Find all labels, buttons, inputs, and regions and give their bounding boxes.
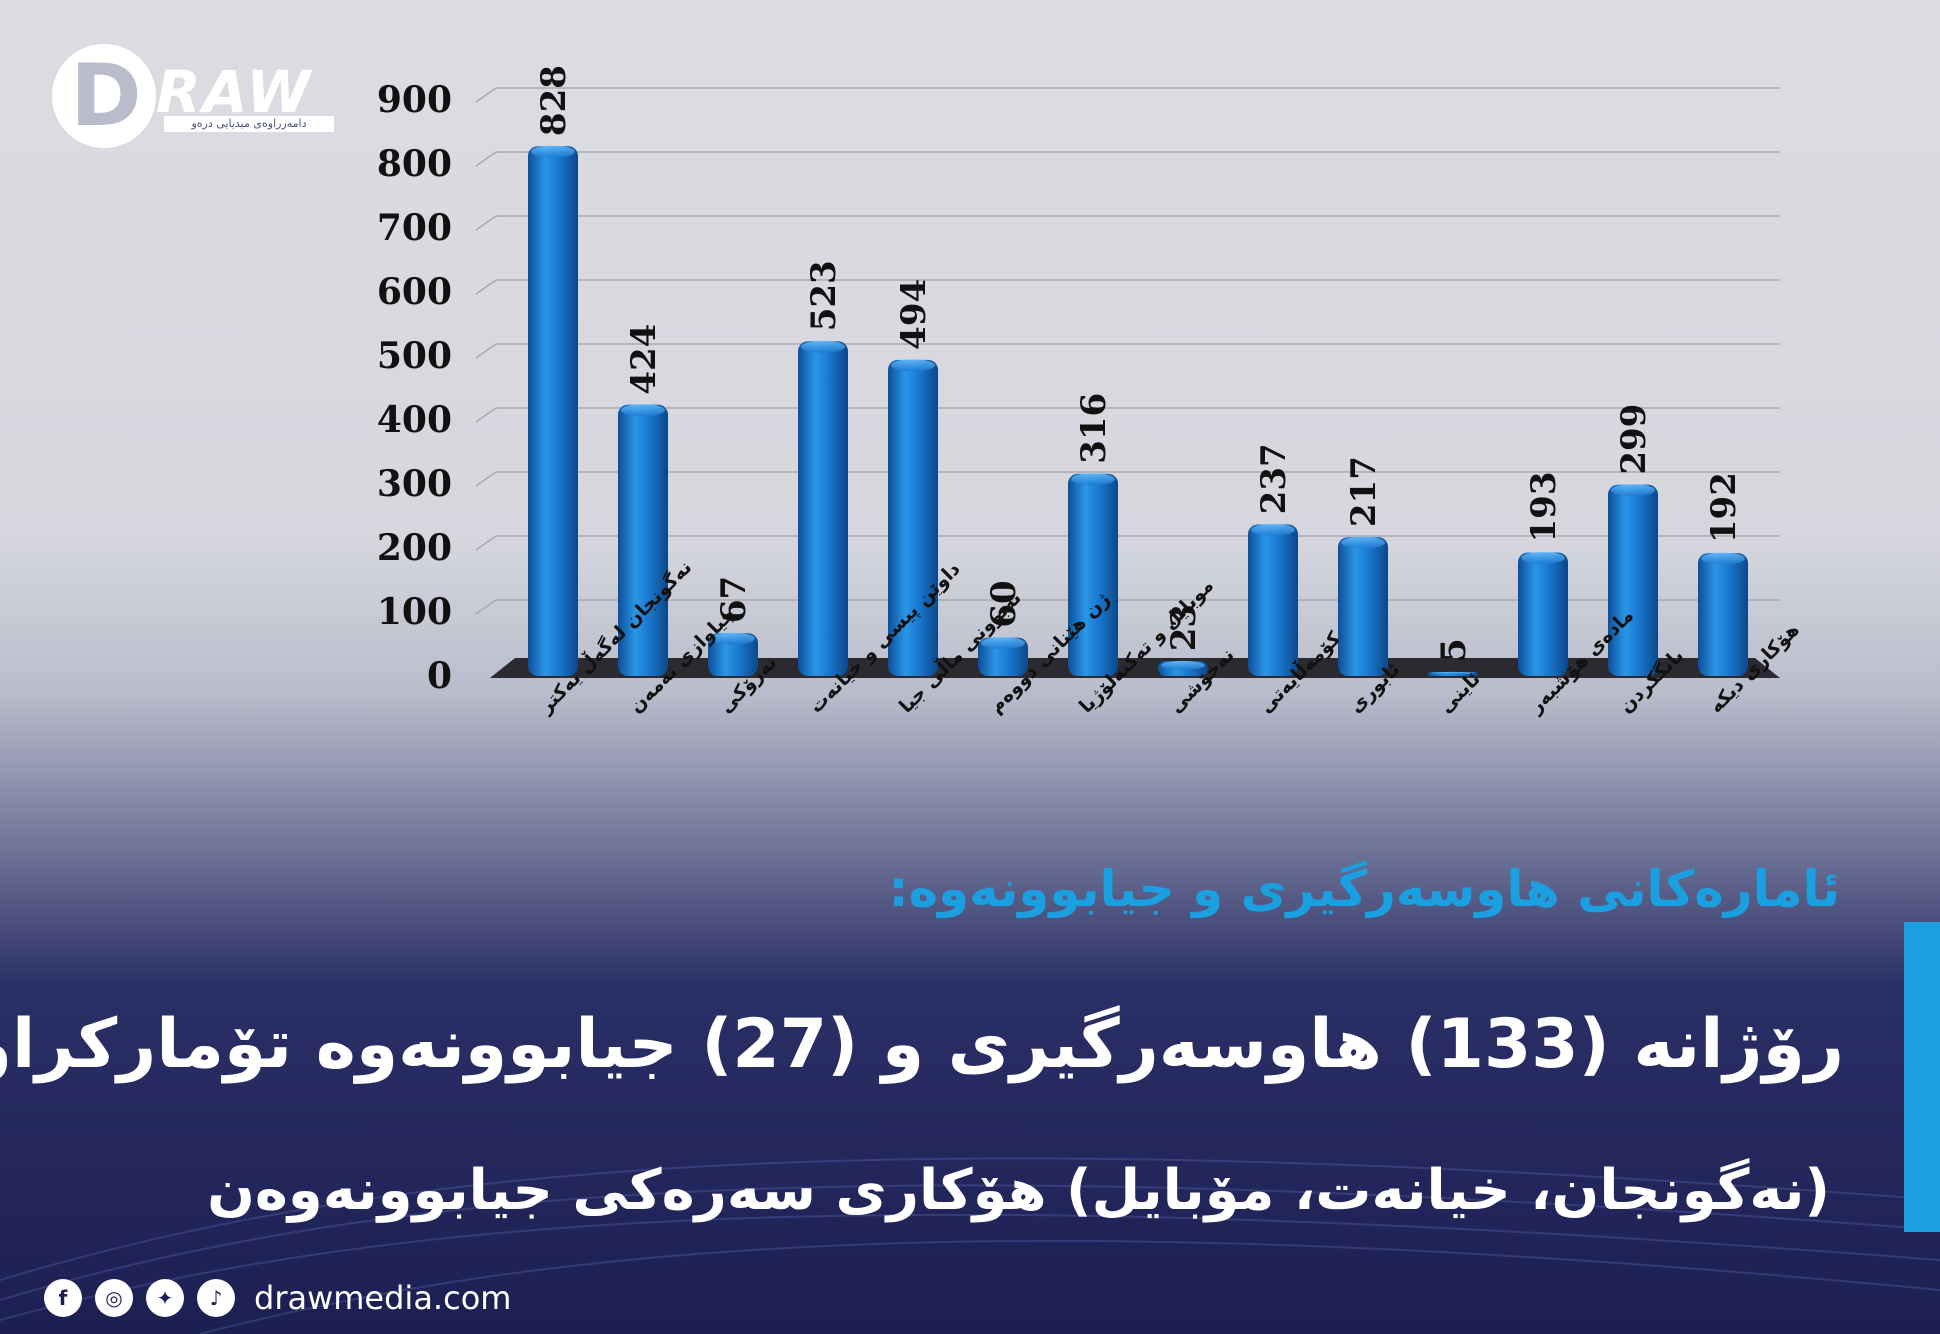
bar-highlight bbox=[981, 637, 1025, 650]
gridline-depth bbox=[475, 407, 497, 423]
chart-subtitle: ئامارەکانی هاوسەرگیری و جیابوونەوە: bbox=[888, 860, 1840, 918]
y-tick-label: 400 bbox=[377, 399, 452, 441]
data-label: 494 bbox=[894, 279, 934, 350]
data-label: 193 bbox=[1524, 471, 1564, 542]
bar-highlight bbox=[1701, 552, 1745, 565]
y-tick-label: 600 bbox=[377, 271, 452, 313]
gridline-depth bbox=[475, 215, 497, 231]
gridline-depth bbox=[475, 471, 497, 487]
bar-highlight bbox=[1521, 551, 1565, 564]
bar-highlight bbox=[711, 632, 755, 645]
wave-decoration bbox=[0, 1157, 1940, 1334]
bar bbox=[618, 404, 668, 676]
sub-headline: (نەگونجان، خیانەت، مۆبایل) هۆکاری سەرەکی… bbox=[207, 1158, 1830, 1223]
x-category-label: نەخۆشی bbox=[1165, 644, 1239, 718]
data-label: 67 bbox=[714, 576, 754, 623]
y-tick-label: 200 bbox=[377, 527, 452, 569]
data-label: 424 bbox=[624, 324, 664, 395]
gridline-depth bbox=[475, 343, 497, 359]
bar-highlight bbox=[1251, 523, 1295, 536]
headline: رۆژانە (133) هاوسەرگیری و (27) جیابوونەو… bbox=[0, 1005, 1844, 1084]
gridline-depth bbox=[475, 151, 497, 167]
data-label: 192 bbox=[1704, 472, 1744, 543]
bar bbox=[708, 633, 758, 676]
bar-highlight bbox=[531, 145, 575, 158]
logo-wordmark: RAW bbox=[156, 58, 313, 126]
draw-logo: D RAW دامەزراوەی میدیایی درەو bbox=[52, 44, 342, 154]
bar-highlight bbox=[801, 340, 845, 353]
bar-highlight bbox=[1611, 484, 1655, 497]
bar bbox=[1518, 552, 1568, 676]
data-label: 5 bbox=[1434, 638, 1474, 662]
logo-circle: D bbox=[52, 44, 156, 148]
instagram-icon[interactable]: ◎ bbox=[95, 1279, 133, 1317]
bar bbox=[1068, 473, 1118, 676]
y-tick-label: 500 bbox=[377, 335, 452, 377]
website-link[interactable]: drawmedia.com bbox=[254, 1279, 512, 1317]
social-links: f ◎ ✦ ♪ drawmedia.com bbox=[44, 1278, 511, 1318]
accent-bar bbox=[1904, 922, 1940, 1232]
bar-highlight bbox=[1161, 660, 1205, 670]
bar-highlight bbox=[1431, 671, 1475, 675]
data-label: 828 bbox=[534, 65, 574, 136]
bar bbox=[1248, 524, 1298, 676]
facebook-icon[interactable]: f bbox=[44, 1279, 82, 1317]
y-tick-label: 900 bbox=[377, 79, 452, 121]
gridline-depth bbox=[475, 87, 497, 103]
gridline-depth bbox=[475, 599, 497, 615]
twitter-icon[interactable]: ✦ bbox=[146, 1279, 184, 1317]
data-label: 299 bbox=[1614, 404, 1654, 475]
bar bbox=[528, 146, 578, 676]
logo-tagline: دامەزراوەی میدیایی درەو bbox=[164, 116, 334, 132]
y-tick-label: 700 bbox=[377, 207, 452, 249]
y-tick-label: 0 bbox=[427, 655, 452, 697]
gridline-depth bbox=[475, 535, 497, 551]
data-label: 237 bbox=[1254, 443, 1294, 514]
bar bbox=[1338, 537, 1388, 676]
data-label: 60 bbox=[984, 580, 1024, 627]
bar bbox=[888, 359, 938, 676]
y-tick-label: 100 bbox=[377, 591, 452, 633]
data-label: 23 bbox=[1164, 604, 1204, 651]
data-label: 316 bbox=[1074, 393, 1114, 464]
y-tick-label: 800 bbox=[377, 143, 452, 185]
bar-highlight bbox=[1071, 473, 1115, 486]
y-tick-label: 300 bbox=[377, 463, 452, 505]
bar bbox=[798, 341, 848, 676]
bar-highlight bbox=[621, 404, 665, 417]
bar-highlight bbox=[891, 359, 935, 372]
bar bbox=[1608, 484, 1658, 676]
tiktok-icon[interactable]: ♪ bbox=[197, 1279, 235, 1317]
bar-highlight bbox=[1341, 536, 1385, 549]
data-label: 523 bbox=[804, 260, 844, 331]
bar bbox=[1698, 553, 1748, 676]
gridline-depth bbox=[475, 279, 497, 295]
data-label: 217 bbox=[1344, 456, 1384, 527]
